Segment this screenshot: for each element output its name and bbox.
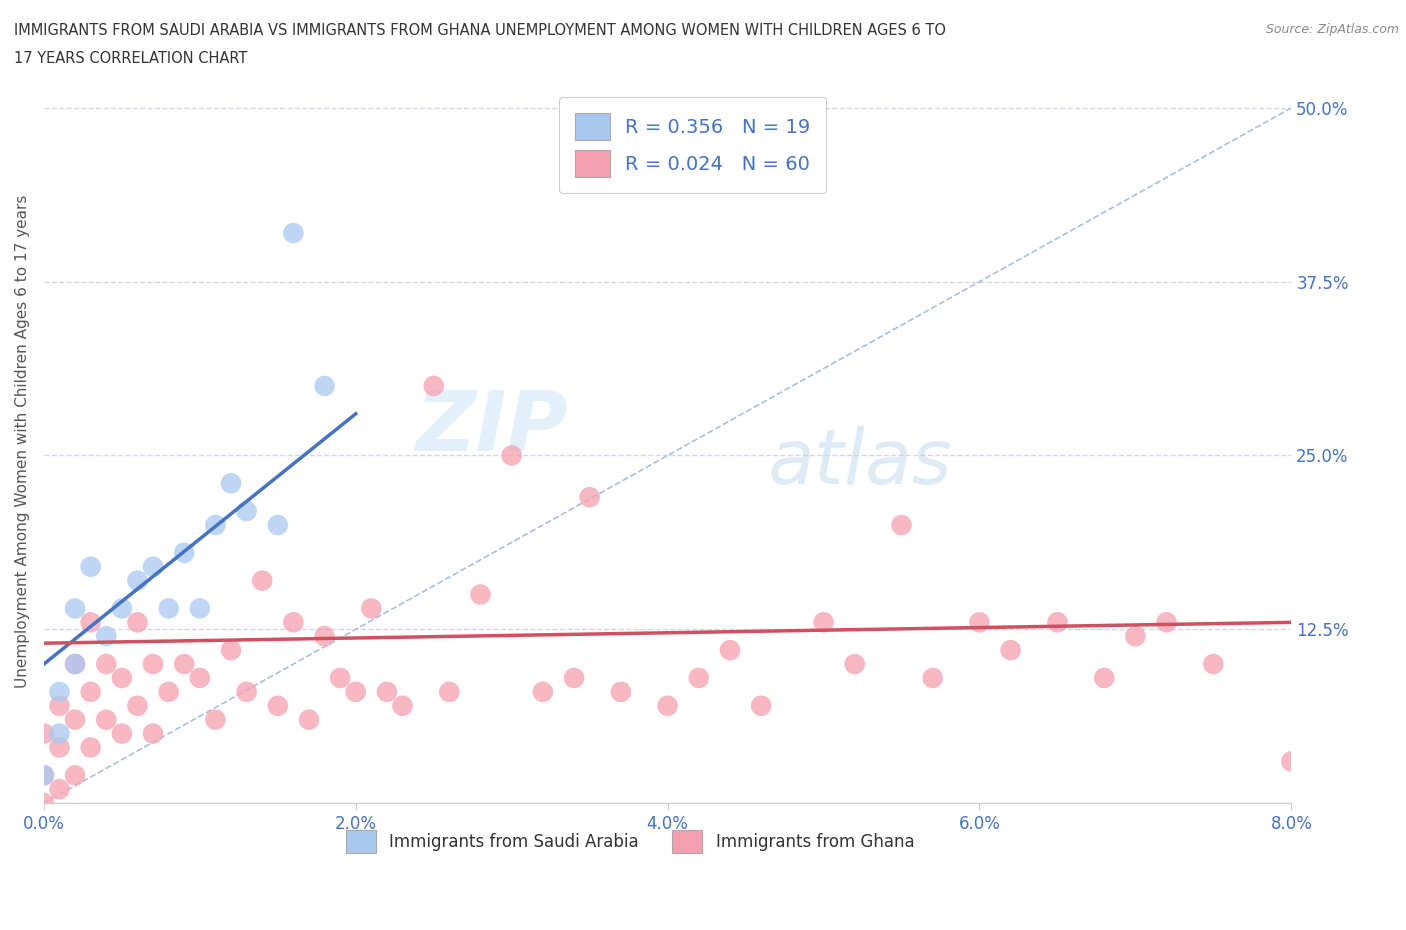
Point [329,671,352,685]
Point [344,684,367,699]
Point [813,615,835,630]
Point [298,712,321,727]
Point [578,490,600,505]
Point [48,684,70,699]
Point [63,712,86,727]
Point [1000,643,1022,658]
Point [127,573,149,588]
Point [63,768,86,783]
Point [204,518,226,533]
Point [969,615,991,630]
Point [63,601,86,616]
Y-axis label: Unemployment Among Women with Children Ages 6 to 17 years: Unemployment Among Women with Children A… [15,195,30,688]
Point [48,698,70,713]
Point [173,657,195,671]
Point [142,726,165,741]
Point [267,518,290,533]
Point [111,601,134,616]
Point [267,698,290,713]
Point [32,726,55,741]
Point [219,476,242,491]
Point [921,671,943,685]
Point [79,740,101,755]
Point [142,559,165,574]
Point [96,629,118,644]
Point [79,615,101,630]
Point [48,782,70,797]
Point [375,684,398,699]
Point [657,698,679,713]
Point [531,684,554,699]
Point [63,657,86,671]
Point [844,657,866,671]
Point [1092,671,1115,685]
Legend: Immigrants from Saudi Arabia, Immigrants from Ghana: Immigrants from Saudi Arabia, Immigrants… [339,823,921,860]
Point [32,768,55,783]
Point [283,615,305,630]
Point [48,740,70,755]
Point [32,796,55,811]
Point [422,379,444,393]
Point [96,712,118,727]
Point [610,684,633,699]
Point [890,518,912,533]
Point [562,671,585,685]
Text: ZIP: ZIP [415,387,568,468]
Point [127,615,149,630]
Point [439,684,461,699]
Point [79,559,101,574]
Point [235,684,257,699]
Point [219,643,242,658]
Point [718,643,741,658]
Point [157,684,180,699]
Point [204,712,226,727]
Point [1279,754,1302,769]
Point [188,671,211,685]
Point [391,698,413,713]
Point [1156,615,1178,630]
Text: 17 YEARS CORRELATION CHART: 17 YEARS CORRELATION CHART [14,51,247,66]
Point [79,684,101,699]
Point [314,629,336,644]
Point [1046,615,1069,630]
Point [501,448,523,463]
Point [1202,657,1225,671]
Point [111,726,134,741]
Point [188,601,211,616]
Point [749,698,772,713]
Point [32,768,55,783]
Point [360,601,382,616]
Point [470,587,492,602]
Point [96,657,118,671]
Point [111,671,134,685]
Point [63,657,86,671]
Text: Source: ZipAtlas.com: Source: ZipAtlas.com [1265,23,1399,36]
Point [250,573,273,588]
Point [314,379,336,393]
Text: IMMIGRANTS FROM SAUDI ARABIA VS IMMIGRANTS FROM GHANA UNEMPLOYMENT AMONG WOMEN W: IMMIGRANTS FROM SAUDI ARABIA VS IMMIGRAN… [14,23,946,38]
Point [142,657,165,671]
Point [48,726,70,741]
Point [1125,629,1147,644]
Point [173,545,195,560]
Point [283,226,305,241]
Point [235,504,257,519]
Text: atlas: atlas [768,426,952,500]
Point [688,671,710,685]
Point [127,698,149,713]
Point [157,601,180,616]
